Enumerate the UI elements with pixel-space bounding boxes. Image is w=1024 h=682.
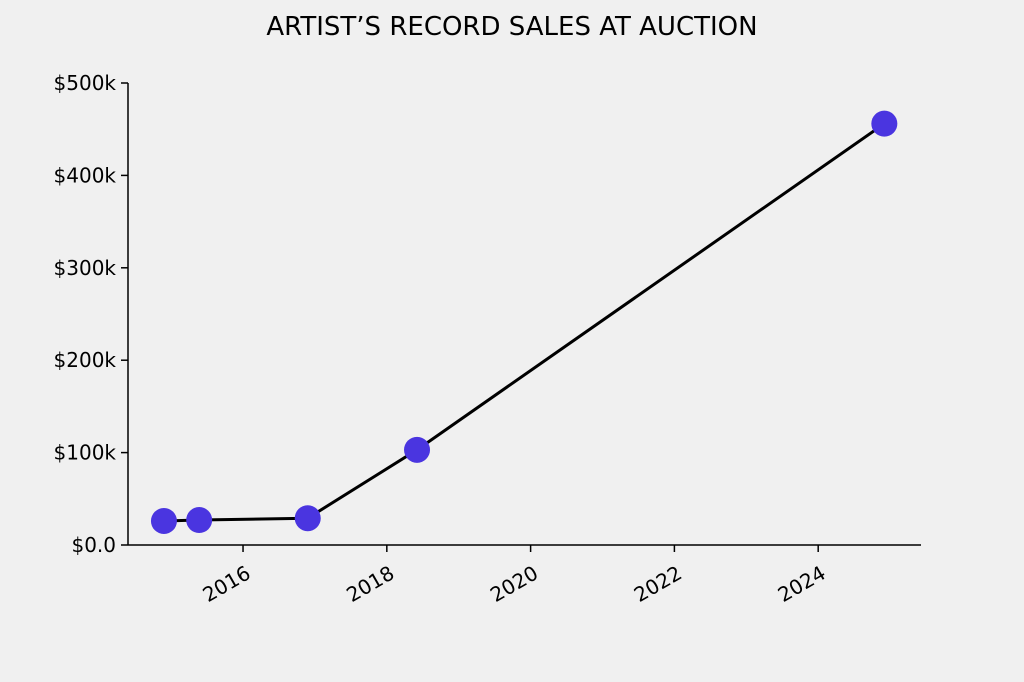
point [871,110,898,137]
y-tick-label: $300k [54,256,117,280]
chart-title: ARTIST’S RECORD SALES AT AUCTION [266,12,757,42]
y-tick-label: $200k [54,348,117,372]
point [294,505,321,532]
y-tick-label: $500k [54,71,117,95]
y-tick-label: $0.0 [71,533,116,557]
point [186,507,213,534]
point [150,507,177,534]
y-tick-label: $400k [54,163,117,187]
y-tick-label: $100k [54,441,117,465]
point [404,436,431,463]
